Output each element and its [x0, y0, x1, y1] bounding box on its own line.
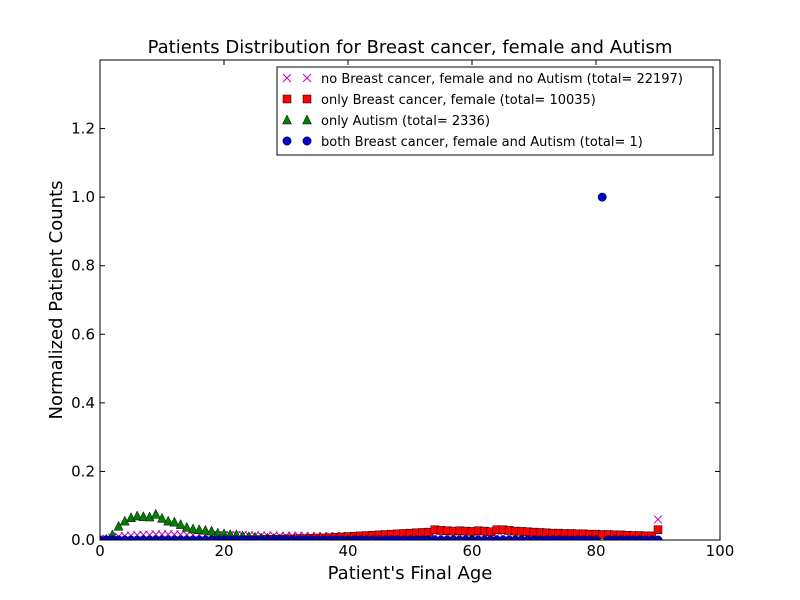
- y-tick-label: 0.2: [71, 462, 95, 480]
- legend-marker: [282, 94, 292, 104]
- data-point: [132, 510, 143, 521]
- axes-frame: [99, 59, 721, 541]
- chart-title: Patients Distribution for Breast cancer,…: [148, 37, 673, 58]
- data-point: [206, 525, 217, 536]
- data-point: [653, 525, 663, 534]
- y-axis-label: Normalized Patient Counts: [46, 180, 67, 419]
- legend: no Breast cancer, female and no Autism (…: [276, 66, 714, 156]
- data-point: [194, 524, 205, 534]
- legend-label: both Breast cancer, female and Autism (t…: [321, 135, 643, 150]
- y-tick-label: 0.4: [71, 394, 95, 412]
- legend-item: both Breast cancer, female and Autism (t…: [282, 135, 643, 150]
- x-tick-label: 40: [338, 542, 357, 560]
- data-point: [163, 515, 174, 526]
- data-point: [169, 516, 180, 527]
- x-tick-label: 60: [462, 542, 481, 560]
- axis-ticks: 0 20 40 60 80 100 0.0 0.2 0.4 0.6 0.8 1.0 1.2: [71, 60, 734, 560]
- y-tick-label: 0.6: [71, 325, 95, 343]
- legend-label: only Autism (total= 2336): [321, 114, 490, 129]
- legend-label: only Breast cancer, female (total= 10035…: [321, 93, 596, 108]
- data-point: [653, 515, 663, 524]
- legend-marker: [302, 114, 312, 125]
- legend-marker: [302, 136, 312, 146]
- data-point: [597, 192, 607, 202]
- legend-marker: [282, 114, 292, 125]
- y-tick-label: 0.0: [71, 531, 95, 549]
- x-tick-label: 80: [586, 542, 605, 560]
- legend-marker: [302, 94, 312, 104]
- y-tick-label: 1.0: [71, 188, 95, 206]
- data-point: [157, 512, 167, 523]
- legend-item: no Breast cancer, female and no Autism (…: [282, 72, 683, 87]
- y-tick-label: 1.2: [71, 120, 95, 138]
- legend-item: only Breast cancer, female (total= 10035…: [282, 93, 596, 108]
- data-point: [200, 524, 211, 535]
- y-tick-label: 0.8: [71, 257, 95, 275]
- data-point: [188, 523, 198, 534]
- x-tick-label: 100: [706, 542, 735, 560]
- data-point: [138, 511, 149, 521]
- legend-marker: [282, 73, 292, 83]
- data-point: [113, 520, 124, 531]
- x-axis-label: Patient's Final Age: [328, 563, 493, 584]
- data-point: [175, 519, 186, 529]
- legend-item: only Autism (total= 2336): [282, 114, 490, 129]
- legend-marker: [302, 73, 312, 83]
- x-tick-label: 20: [214, 542, 233, 560]
- data-point: [150, 508, 161, 519]
- legend-box: [276, 66, 714, 156]
- legend-label: no Breast cancer, female and no Autism (…: [321, 72, 683, 87]
- data-point: [181, 521, 192, 532]
- legend-marker: [282, 136, 292, 146]
- data-point: [144, 511, 155, 522]
- x-tick-label: 0: [95, 542, 105, 560]
